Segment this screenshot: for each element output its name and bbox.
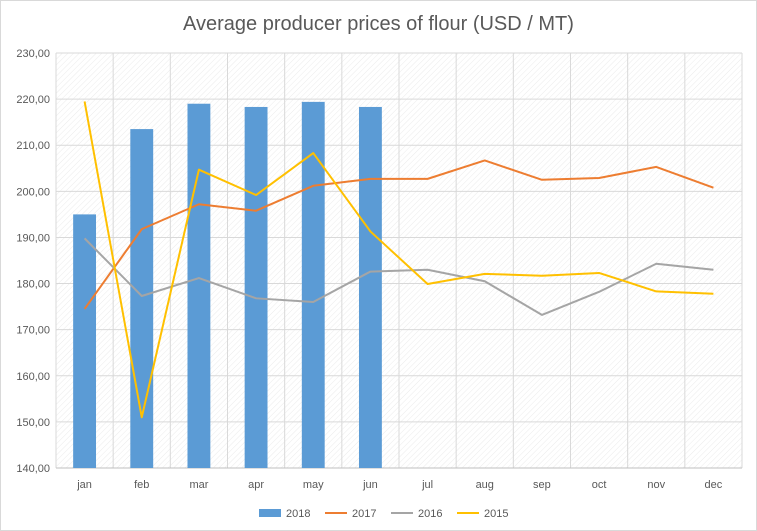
bar-2018-mar <box>187 103 211 468</box>
y-tick-label: 190,00 <box>16 232 50 244</box>
line-2016 <box>83 237 714 316</box>
legend-swatch <box>259 509 281 517</box>
x-tick-label: jul <box>421 479 433 491</box>
y-tick-label: 150,00 <box>16 417 50 429</box>
y-tick-label: 230,00 <box>16 48 50 60</box>
legend-item-2016: 2016 <box>391 508 442 520</box>
x-tick-label: jan <box>76 479 92 491</box>
y-tick-label: 180,00 <box>16 279 50 291</box>
legend-label: 2016 <box>418 508 442 520</box>
legend-item-2017: 2017 <box>325 508 376 520</box>
x-tick-label: aug <box>476 479 494 491</box>
x-tick-label: sep <box>533 479 551 491</box>
legend-label: 2017 <box>352 508 376 520</box>
line-2015 <box>83 101 714 419</box>
y-tick-label: 200,00 <box>16 186 50 198</box>
y-tick-label: 170,00 <box>16 325 50 337</box>
bar-2018-jun <box>358 106 382 468</box>
x-tick-label: mar <box>189 479 208 491</box>
y-tick-label: 140,00 <box>16 463 50 475</box>
bar-2018-may <box>301 101 325 468</box>
bar-2018-apr <box>244 106 268 468</box>
x-tick-label: apr <box>248 479 264 491</box>
y-tick-label: 210,00 <box>16 140 50 152</box>
line-series <box>83 101 714 419</box>
legend-label: 2018 <box>286 508 310 520</box>
x-tick-label: dec <box>705 479 723 491</box>
bar-2018-jan <box>73 214 97 468</box>
legend-item-2015: 2015 <box>457 508 508 520</box>
x-tick-label: feb <box>134 479 149 491</box>
x-tick-label: jun <box>362 479 378 491</box>
x-tick-label: nov <box>647 479 665 491</box>
legend-label: 2015 <box>484 508 508 520</box>
x-tick-label: may <box>303 479 324 491</box>
y-tick-label: 160,00 <box>16 371 50 383</box>
y-axis: 140,00 150,00 160,00 170,00 180,00 190,00 200,… <box>16 48 50 475</box>
x-tick-label: oct <box>592 479 607 491</box>
x-axis: jan feb mar apr may jun jul aug sep oct nov dec <box>56 467 742 491</box>
chart-title: Average producer prices of flour (USD / … <box>183 13 574 35</box>
legend-item-2018: 2018 <box>259 508 310 520</box>
legend: 2018 2017 2016 2015 <box>259 508 508 520</box>
y-tick-label: 220,00 <box>16 94 50 106</box>
